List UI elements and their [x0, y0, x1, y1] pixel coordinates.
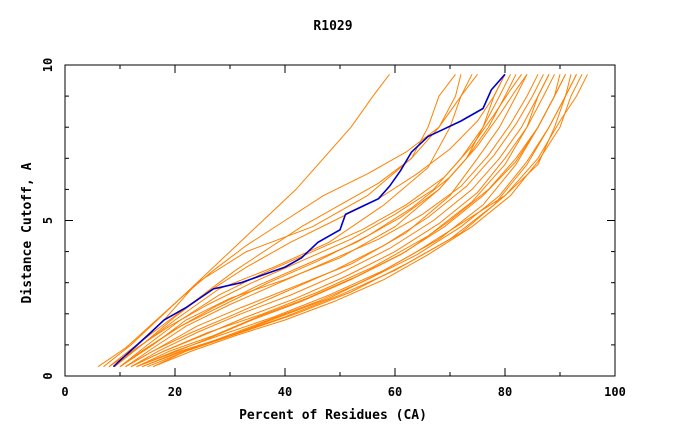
- series-line-17: [147, 74, 572, 368]
- highlight-series-line: [112, 73, 506, 368]
- series-line-3: [108, 73, 478, 368]
- series-line-19: [119, 74, 517, 368]
- chart-title: R1029: [313, 19, 352, 34]
- x-tick-label: 60: [388, 385, 402, 399]
- series-line-11: [114, 74, 511, 368]
- axis-ticks: 0 20 40 60 80 100 0 5 10: [41, 58, 626, 399]
- series-line-18: [141, 74, 577, 368]
- y-tick-label: 5: [41, 217, 55, 224]
- series-line-8: [141, 74, 577, 368]
- y-tick-label: 10: [41, 58, 55, 72]
- x-axis-label: Percent of Residues (CA): [239, 408, 427, 423]
- y-tick-label: 0: [41, 372, 55, 379]
- series-line-16: [108, 74, 462, 368]
- x-tick-label: 100: [604, 385, 626, 399]
- series-line-14: [130, 74, 555, 368]
- series-line-21: [114, 74, 506, 368]
- series-line-20: [130, 74, 550, 368]
- series-line-1: [103, 73, 390, 368]
- plot-lines: [97, 73, 588, 368]
- series-line-23: [152, 74, 583, 368]
- series-line-7: [136, 74, 566, 368]
- series-line-4: [119, 74, 506, 368]
- y-axis-label: Distance Cutoff, A: [20, 162, 35, 303]
- series-line-9: [152, 74, 588, 368]
- x-tick-label: 40: [278, 385, 292, 399]
- series-line-13: [125, 74, 544, 368]
- series-line-22: [125, 74, 539, 368]
- x-tick-label: 80: [498, 385, 512, 399]
- series-line-25: [119, 74, 522, 368]
- series-line-6: [130, 74, 550, 368]
- series-line-15: [136, 74, 566, 368]
- x-tick-label: 0: [61, 385, 68, 399]
- x-tick-label: 20: [168, 385, 182, 399]
- series-line-24: [136, 74, 561, 368]
